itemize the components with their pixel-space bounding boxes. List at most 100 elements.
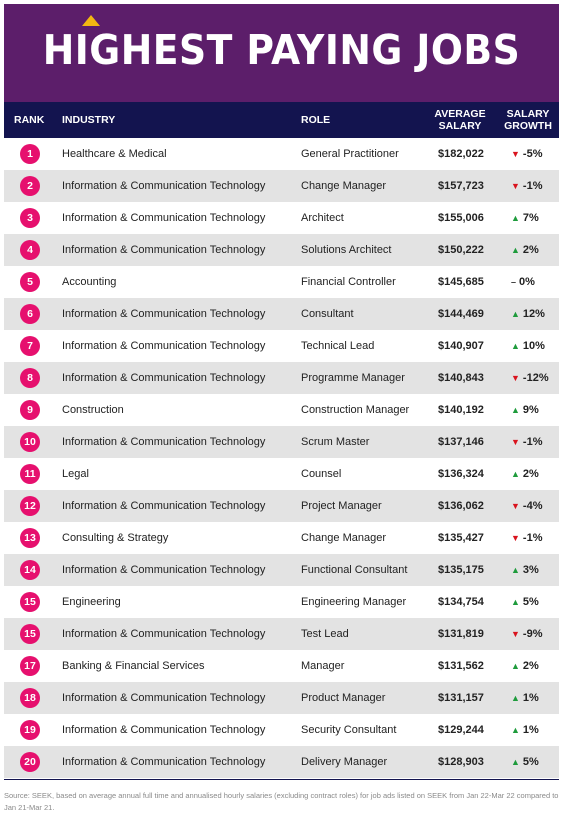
- role-cell: General Practitioner: [301, 148, 399, 160]
- growth-cell: ▲ 5%: [511, 746, 539, 778]
- growth-value: 2%: [522, 468, 539, 480]
- growth-cell: ▲ 10%: [511, 330, 545, 362]
- salary-cell: $128,903: [438, 756, 484, 768]
- table-row: 15 Engineering Engineering Manager $134,754…: [4, 586, 559, 618]
- up-triangle-icon: ▲: [511, 693, 520, 703]
- industry-cell: Information & Communication Technology: [62, 628, 266, 640]
- rank-badge: 8: [20, 368, 40, 388]
- table-row: 7 Information & Communication Technology T…: [4, 330, 559, 362]
- salary-cell: $129,244: [438, 724, 484, 736]
- rank-badge: 10: [20, 432, 40, 452]
- table-row: 14 Information & Communication Technology…: [4, 554, 559, 586]
- growth-cell: ▲ 2%: [511, 458, 539, 490]
- flat-dash-icon: –: [511, 277, 517, 287]
- role-cell: Delivery Manager: [301, 756, 388, 768]
- growth-value: 3%: [522, 564, 539, 576]
- table-row: 6 Information & Communication Technology C…: [4, 298, 559, 330]
- industry-cell: Accounting: [62, 276, 117, 288]
- salary-cell: $131,562: [438, 660, 484, 672]
- role-cell: Project Manager: [301, 500, 382, 512]
- growth-cell: ▲ 5%: [511, 586, 539, 618]
- growth-cell: ▲ 9%: [511, 394, 539, 426]
- growth-value: 0%: [519, 276, 535, 288]
- role-cell: Functional Consultant: [301, 564, 408, 576]
- growth-value: 12%: [522, 308, 545, 320]
- salary-cell: $135,175: [438, 564, 484, 576]
- table-row: 9 Construction Construction Manager $140,19…: [4, 394, 559, 426]
- growth-value: -5%: [522, 148, 543, 160]
- salary-cell: $140,843: [438, 372, 484, 384]
- up-triangle-icon: ▲: [511, 661, 520, 671]
- table-row: 3 Information & Communication Technology A…: [4, 202, 559, 234]
- rank-badge: 1: [20, 144, 40, 164]
- down-triangle-icon: ▼: [511, 149, 520, 159]
- growth-cell: ▼ -4%: [511, 490, 542, 522]
- industry-cell: Information & Communication Technology: [62, 500, 266, 512]
- role-cell: Engineering Manager: [301, 596, 407, 608]
- rank-badge: 12: [20, 496, 40, 516]
- growth-value: 5%: [522, 756, 539, 768]
- table-row: 10 Information & Communication Technology…: [4, 426, 559, 458]
- header-growth-line1: SALARY: [506, 108, 550, 120]
- role-cell: Technical Lead: [301, 340, 375, 352]
- role-cell: Security Consultant: [301, 724, 397, 736]
- salary-cell: $131,819: [438, 628, 484, 640]
- header-salary-line2: SALARY: [438, 120, 482, 132]
- industry-cell: Information & Communication Technology: [62, 212, 266, 224]
- role-cell: Scrum Master: [301, 436, 370, 448]
- industry-cell: Information & Communication Technology: [62, 724, 266, 736]
- table-header: RANK INDUSTRY ROLE AVERAGE SALARY SALARY G…: [4, 102, 559, 138]
- growth-value: 2%: [522, 660, 539, 672]
- table-row: 13 Consulting & Strategy Change Manager $13…: [4, 522, 559, 554]
- header-salary-growth: SALARY GROWTH: [500, 102, 556, 138]
- salary-cell: $140,192: [438, 404, 484, 416]
- growth-cell: ▼ -9%: [511, 618, 542, 650]
- growth-cell: ▼ -1%: [511, 170, 542, 202]
- up-triangle-icon: ▲: [511, 565, 520, 575]
- table-row: 1 Healthcare & Medical General Practitione…: [4, 138, 559, 170]
- growth-value: -1%: [522, 436, 543, 448]
- growth-value: -4%: [522, 500, 543, 512]
- up-triangle-icon: ▲: [511, 341, 520, 351]
- growth-cell: ▲ 7%: [511, 202, 539, 234]
- industry-cell: Consulting & Strategy: [62, 532, 169, 544]
- table-bottom-rule: [4, 779, 559, 780]
- source-note: Source: SEEK, based on average annual fu…: [4, 791, 559, 812]
- table-row: 12 Information & Communication Technology…: [4, 490, 559, 522]
- growth-cell: ▲ 2%: [511, 234, 539, 266]
- salary-cell: $150,222: [438, 244, 484, 256]
- salary-cell: $145,685: [438, 276, 484, 288]
- header-role: ROLE: [301, 114, 331, 126]
- header-average-salary: AVERAGE SALARY: [428, 102, 492, 138]
- rank-badge: 20: [20, 752, 40, 772]
- rank-badge: 3: [20, 208, 40, 228]
- down-triangle-icon: ▼: [511, 373, 520, 383]
- up-triangle-icon: ▲: [511, 757, 520, 767]
- rank-badge: 13: [20, 528, 40, 548]
- growth-value: 9%: [522, 404, 539, 416]
- salary-cell: $137,146: [438, 436, 484, 448]
- rank-badge: 5: [20, 272, 40, 292]
- role-cell: Manager: [301, 660, 345, 672]
- growth-cell: ▲ 12%: [511, 298, 545, 330]
- salary-cell: $182,022: [438, 148, 484, 160]
- role-cell: Financial Controller: [301, 276, 396, 288]
- salary-cell: $136,324: [438, 468, 484, 480]
- down-triangle-icon: ▼: [511, 181, 520, 191]
- salary-cell: $136,062: [438, 500, 484, 512]
- industry-cell: Information & Communication Technology: [62, 340, 266, 352]
- table-row: 17 Banking & Financial Services Manager $13…: [4, 650, 559, 682]
- role-cell: Programme Manager: [301, 372, 405, 384]
- industry-cell: Information & Communication Technology: [62, 308, 266, 320]
- industry-cell: Information & Communication Technology: [62, 756, 266, 768]
- down-triangle-icon: ▼: [511, 533, 520, 543]
- rank-badge: 11: [20, 464, 40, 484]
- rank-badge: 15: [20, 592, 40, 612]
- rank-badge: 6: [20, 304, 40, 324]
- role-cell: Solutions Architect: [301, 244, 392, 256]
- role-cell: Change Manager: [301, 180, 387, 192]
- growth-cell: ▲ 1%: [511, 714, 539, 746]
- table-row: 5 Accounting Financial Controller $145,685 –…: [4, 266, 559, 298]
- salary-cell: $131,157: [438, 692, 484, 704]
- role-cell: Change Manager: [301, 532, 387, 544]
